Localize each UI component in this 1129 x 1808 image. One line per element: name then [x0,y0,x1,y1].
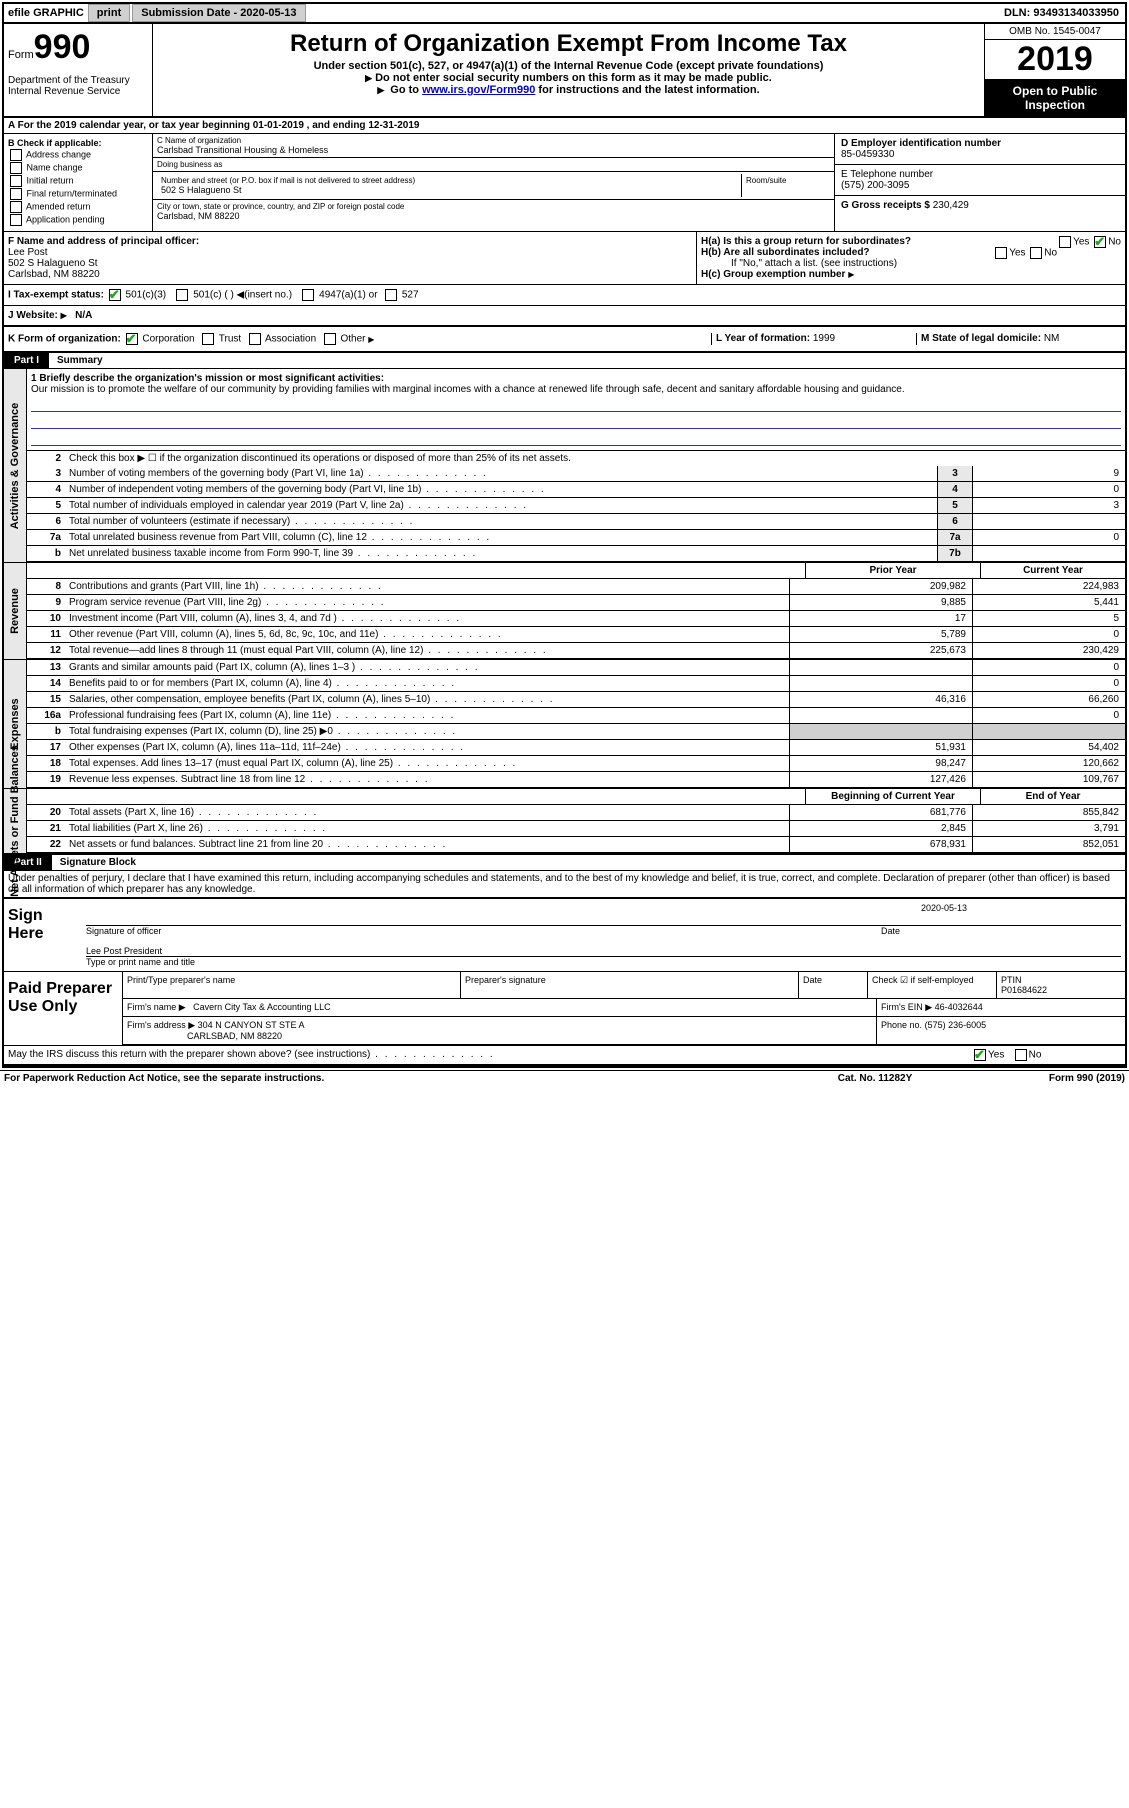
side-label-revenue: Revenue [4,563,27,659]
ein: 85-0459330 [841,149,1119,160]
table-row: 12Total revenue—add lines 8 through 11 (… [27,643,1125,659]
box-b: B Check if applicable: Address change Na… [4,134,153,231]
part2-header: Part II Signature Block [4,855,1125,871]
box-m: M State of legal domicile: NM [916,333,1121,345]
tax-year: 2019 [985,40,1125,80]
mission-block: 1 Briefly describe the organization's mi… [27,369,1125,451]
table-row: 14Benefits paid to or for members (Part … [27,676,1125,692]
org-street: 502 S Halagueno St [161,185,737,195]
box-j: J Website: N/A [4,306,1125,327]
form-note1: Do not enter social security numbers on … [157,72,980,84]
print-button[interactable]: print [88,4,130,22]
table-row: 11Other revenue (Part VIII, column (A), … [27,627,1125,643]
box-k: K Form of organization: Corporation Trus… [8,333,711,345]
dept-label: Department of the Treasury Internal Reve… [8,75,148,97]
table-row: 20Total assets (Part X, line 16)681,7768… [27,805,1125,821]
box-defg: D Employer identification number 85-0459… [835,134,1125,231]
submission-date: Submission Date - 2020-05-13 [132,4,305,22]
side-label-netassets: Net Assets or Fund Balances [4,789,27,853]
sign-here-block: Sign Here 2020-05-13 Signature of office… [4,899,1125,972]
top-bar: efile GRAPHIC print Submission Date - 20… [4,4,1125,24]
table-row: 15Salaries, other compensation, employee… [27,692,1125,708]
table-row: 17Other expenses (Part IX, column (A), l… [27,740,1125,756]
form-subtitle: Under section 501(c), 527, or 4947(a)(1)… [157,60,980,72]
omb-number: OMB No. 1545-0047 [985,24,1125,40]
table-row: 21Total liabilities (Part X, line 26)2,8… [27,821,1125,837]
table-row: bTotal fundraising expenses (Part IX, co… [27,724,1125,740]
efile-label: efile GRAPHIC [4,7,88,19]
page-footer: For Paperwork Reduction Act Notice, see … [0,1070,1129,1086]
table-row: 8Contributions and grants (Part VIII, li… [27,579,1125,595]
box-h: H(a) Is this a group return for subordin… [697,232,1125,284]
table-row: 9Program service revenue (Part VIII, lin… [27,595,1125,611]
table-row: 10Investment income (Part VIII, column (… [27,611,1125,627]
paid-preparer-block: Paid Preparer Use Only Print/Type prepar… [4,972,1125,1046]
form-title: Return of Organization Exempt From Incom… [157,30,980,58]
side-label-governance: Activities & Governance [4,369,27,562]
line-a: A For the 2019 calendar year, or tax yea… [4,118,1125,134]
table-row: 6Total number of volunteers (estimate if… [27,514,1125,530]
table-row: 5Total number of individuals employed in… [27,498,1125,514]
table-row: 3Number of voting members of the governi… [27,466,1125,482]
org-city: Carlsbad, NM 88220 [157,211,830,221]
part1-header: Part I Summary [4,353,1125,369]
form-header: Form990 Department of the Treasury Inter… [4,24,1125,118]
table-row: 22Net assets or fund balances. Subtract … [27,837,1125,853]
gross-receipts: 230,429 [933,200,969,211]
table-row: 19Revenue less expenses. Subtract line 1… [27,772,1125,788]
form-label: Form [8,49,34,61]
table-row: 18Total expenses. Add lines 13–17 (must … [27,756,1125,772]
open-to-public: Open to Public Inspection [985,80,1125,116]
box-l: L Year of formation: 1999 [711,333,916,345]
box-i: I Tax-exempt status: 501(c)(3) 501(c) ( … [8,289,1121,301]
table-row: 16aProfessional fundraising fees (Part I… [27,708,1125,724]
form-number: 990 [34,28,91,66]
telephone: (575) 200-3095 [841,180,1119,191]
table-row: bNet unrelated business taxable income f… [27,546,1125,562]
table-row: 4Number of independent voting members of… [27,482,1125,498]
box-f: F Name and address of principal officer:… [4,232,697,284]
declaration: Under penalties of perjury, I declare th… [4,871,1125,899]
box-c: C Name of organization Carlsbad Transiti… [153,134,835,231]
irs-link[interactable]: www.irs.gov/Form990 [422,84,535,96]
table-row: 7aTotal unrelated business revenue from … [27,530,1125,546]
dln-label: DLN: 93493134033950 [1004,7,1125,19]
form-note2: Go to www.irs.gov/Form990 for instructio… [157,84,980,96]
org-name: Carlsbad Transitional Housing & Homeless [157,145,830,155]
table-row: 13Grants and similar amounts paid (Part … [27,660,1125,676]
